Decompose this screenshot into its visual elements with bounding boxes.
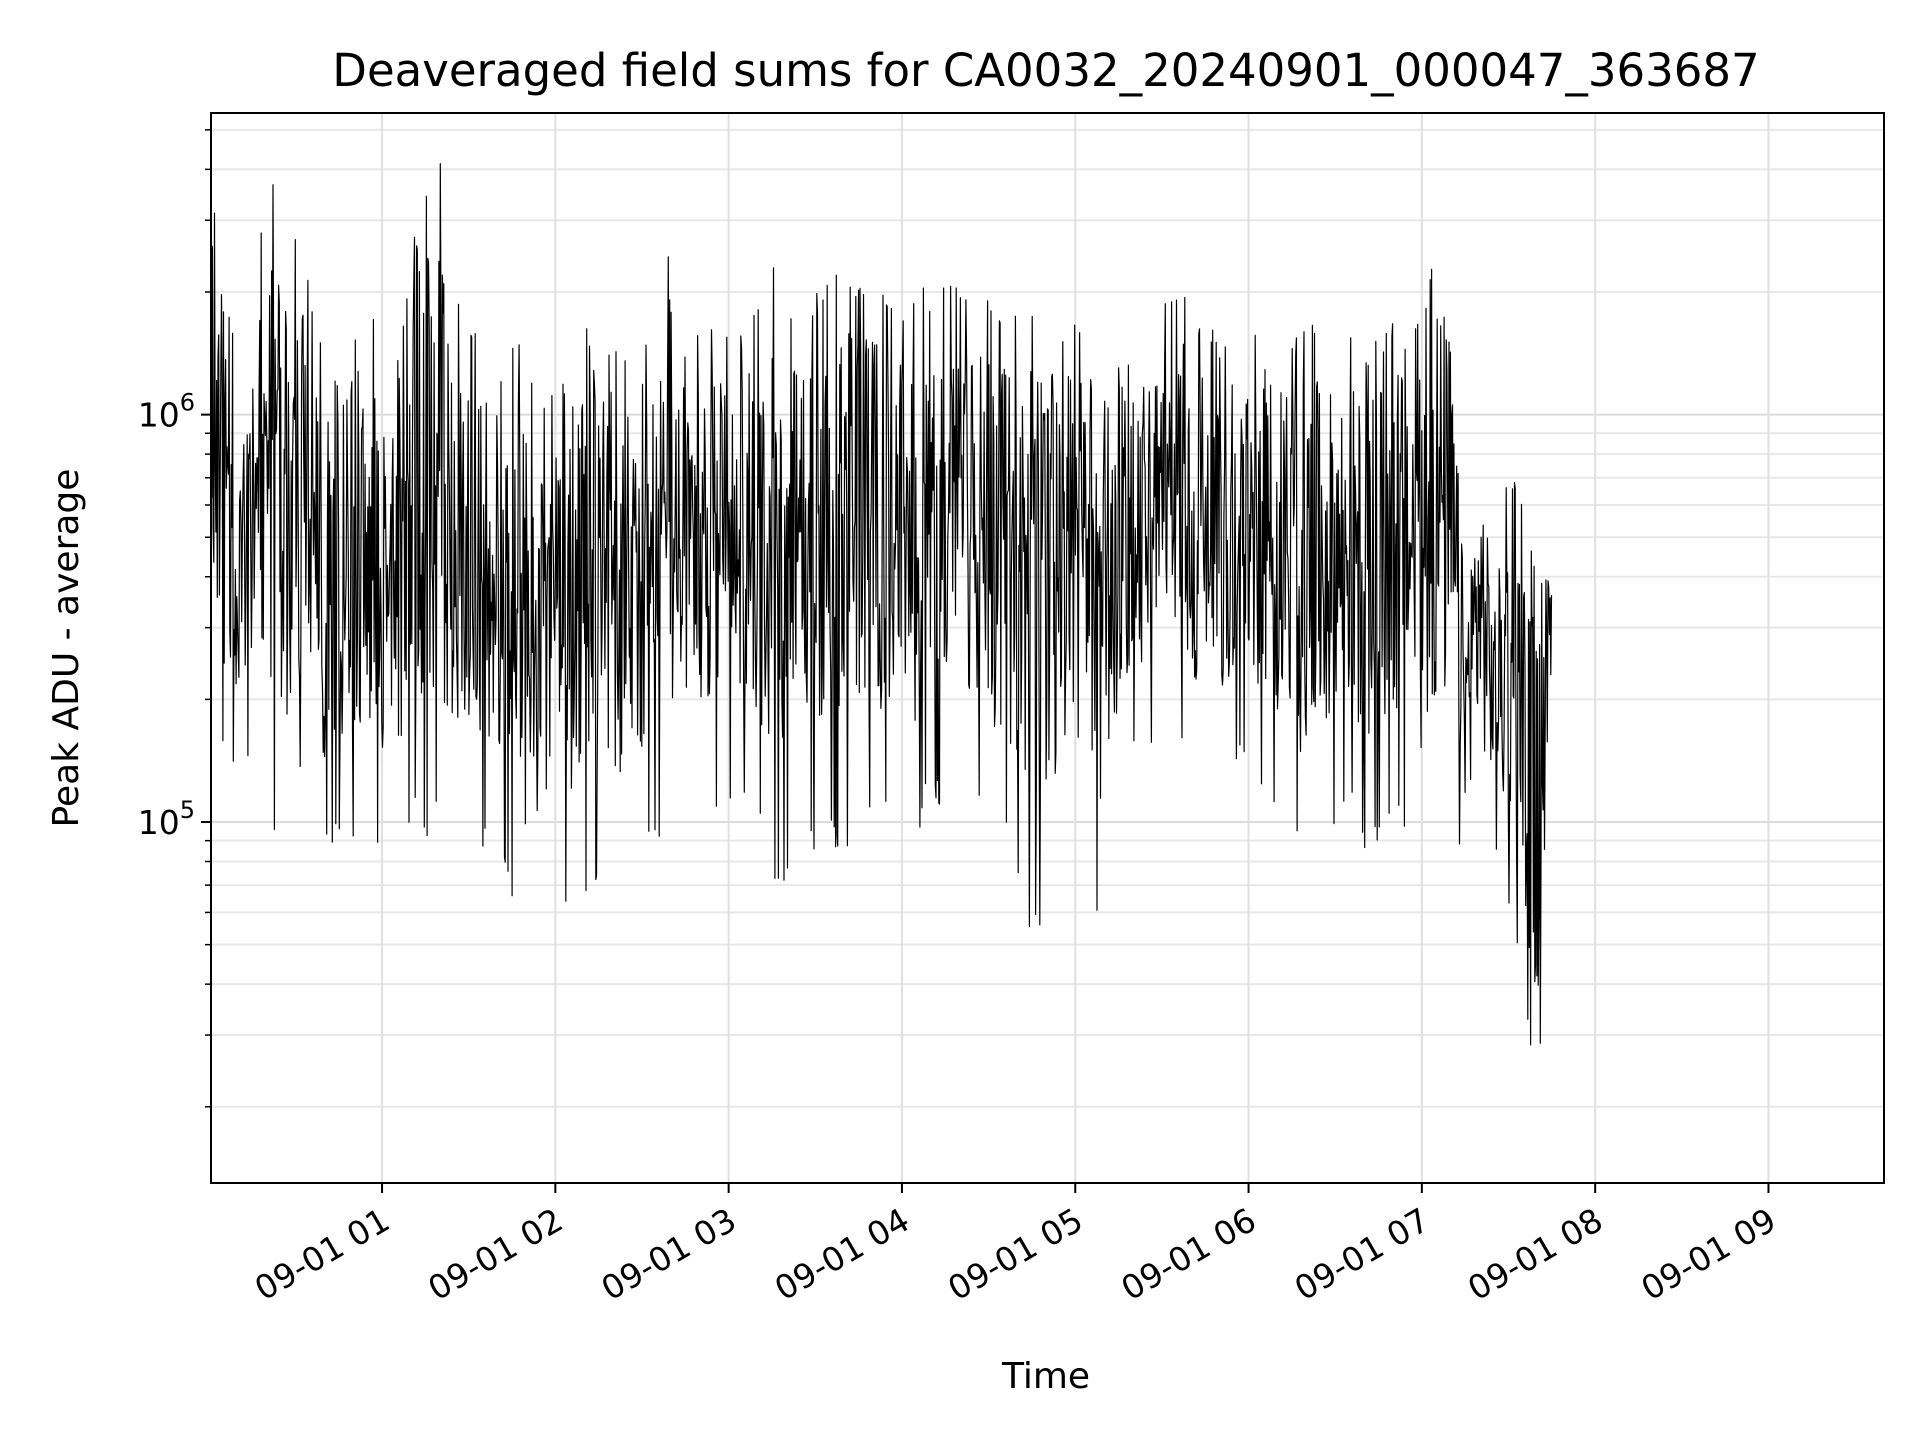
x-axis-label: Time [1001,1356,1090,1397]
chart-title: Deaveraged field sums for CA0032_2024090… [332,44,1759,97]
plot-area-frame [210,112,1885,1184]
y-tick-label: 105 [138,796,195,842]
y-axis-label: Peak ADU - average [46,469,87,828]
y-tick-label: 106 [138,389,195,435]
series-layer [210,163,1553,1046]
y-axis: 105 106 [138,129,211,1108]
data-series-line [210,163,1553,1046]
